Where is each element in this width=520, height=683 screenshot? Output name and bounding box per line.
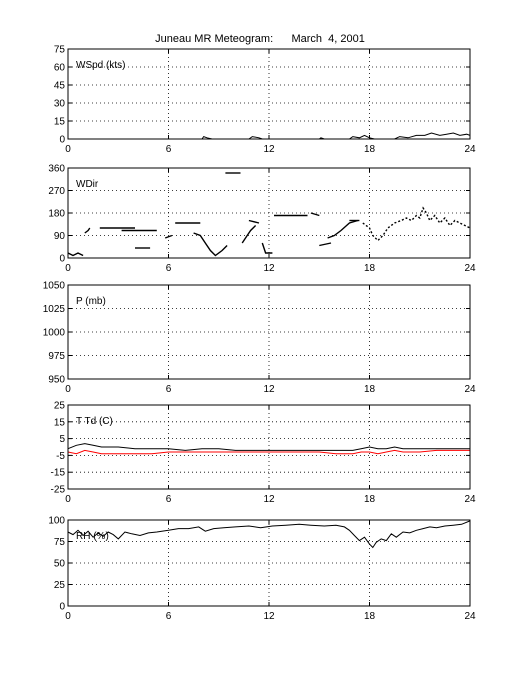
x-tick-label: 0	[65, 384, 71, 395]
series-2-segment	[67, 449, 470, 455]
y-tick-label: 75	[54, 45, 66, 56]
y-tick-label: 360	[48, 164, 65, 175]
panel-label: P (mb)	[76, 296, 106, 307]
panel-label: T Td (C)	[76, 416, 113, 427]
x-tick-label: 24	[464, 144, 476, 155]
panel-2: 0 6 12 18 24 0 90 180 270 360 WDir	[48, 164, 476, 275]
x-tick-label: 18	[364, 263, 376, 274]
x-tick-label: 24	[464, 263, 476, 274]
chart-title: Juneau MR Meteogram: March 4, 2001	[155, 33, 365, 45]
x-tick-label: 12	[263, 494, 275, 505]
y-tick-label: 100	[48, 516, 65, 527]
panel-3: 0 6 12 18 24 950 975 1000 1025 1050 P (mb)	[43, 281, 476, 396]
y-tick-label: 50	[54, 559, 66, 570]
x-tick-label: 24	[464, 494, 476, 505]
y-tick-label: 75	[54, 537, 66, 548]
series-1-segment	[362, 206, 471, 242]
x-tick-label: 12	[263, 263, 275, 274]
x-tick-label: 0	[65, 611, 71, 622]
y-tick-label: 5	[59, 434, 65, 445]
series-1-segment	[310, 212, 320, 217]
y-tick-label: 30	[54, 99, 66, 110]
y-tick-label: 0	[59, 602, 65, 613]
y-tick-label: 25	[54, 580, 66, 591]
x-tick-label: 12	[263, 144, 275, 155]
x-tick-label: 6	[166, 144, 172, 155]
panel-label: WSpd (kts)	[76, 60, 125, 71]
y-tick-label: 1025	[43, 304, 66, 315]
y-tick-label: 180	[48, 209, 65, 220]
y-tick-label: -5	[56, 451, 65, 462]
x-tick-label: 12	[263, 384, 275, 395]
panel-4: 0 6 12 18 24 -25 -15 -5 5 15 25 T Td (C)	[51, 401, 476, 506]
x-tick-label: 18	[364, 144, 376, 155]
x-tick-label: 0	[65, 144, 71, 155]
x-tick-label: 18	[364, 494, 376, 505]
series-1-segment	[261, 242, 273, 254]
panel-label: WDir	[76, 179, 99, 190]
x-tick-label: 12	[263, 611, 275, 622]
y-tick-label: 45	[54, 81, 66, 92]
y-tick-label: 1050	[43, 281, 66, 292]
panel-5: 0 6 12 18 24 0 25 50 75 100 RH (%)	[48, 516, 476, 623]
y-tick-label: 975	[48, 351, 65, 362]
panel-background	[68, 405, 470, 489]
x-tick-label: 0	[65, 494, 71, 505]
series-1-segment	[319, 242, 332, 247]
y-tick-label: 0	[59, 135, 65, 146]
x-tick-label: 6	[166, 263, 172, 274]
x-tick-label: 0	[65, 263, 71, 274]
y-tick-label: 15	[54, 117, 66, 128]
series-1-segment	[67, 520, 471, 549]
series-1-segment	[248, 219, 260, 224]
x-tick-label: 18	[364, 384, 376, 395]
series-1-segment	[67, 252, 84, 257]
y-tick-label: 1000	[43, 328, 66, 339]
series-1-segment	[193, 232, 228, 257]
y-tick-label: 15	[54, 417, 66, 428]
y-tick-label: -25	[51, 485, 66, 496]
x-tick-label: 6	[166, 494, 172, 505]
y-tick-label: 0	[59, 254, 65, 265]
series-1-segment	[327, 219, 358, 239]
y-tick-label: 60	[54, 63, 66, 74]
y-tick-label: 25	[54, 401, 66, 412]
x-tick-label: 6	[166, 384, 172, 395]
panel-label: RH (%)	[76, 531, 109, 542]
y-tick-label: 270	[48, 186, 65, 197]
series-1-segment	[241, 225, 257, 244]
panel-1: 0 6 12 18 24 0 15 30 45 60 75 WSpd (kts)	[54, 45, 476, 156]
x-tick-label: 24	[464, 384, 476, 395]
y-tick-label: -15	[51, 468, 66, 479]
y-tick-label: 950	[48, 375, 65, 386]
x-tick-label: 24	[464, 611, 476, 622]
x-tick-label: 6	[166, 611, 172, 622]
series-1-segment	[67, 443, 470, 451]
y-tick-label: 90	[54, 231, 66, 242]
series-1-segment	[164, 234, 173, 239]
x-tick-label: 18	[364, 611, 376, 622]
series-1-segment	[84, 227, 91, 234]
